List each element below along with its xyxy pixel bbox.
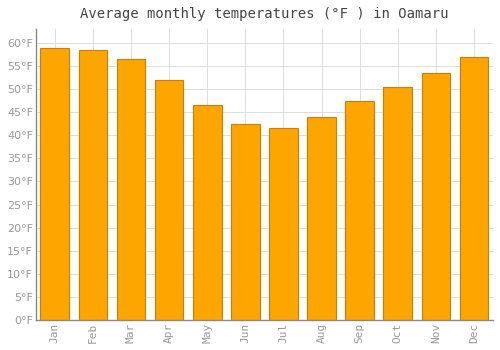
Bar [346,101,374,320]
Bar [269,128,298,320]
Bar [78,50,107,320]
Bar [231,124,260,320]
Title: Average monthly temperatures (°F ) in Oamaru: Average monthly temperatures (°F ) in Oa… [80,7,448,21]
Bar [40,48,69,320]
Bar [155,80,184,320]
Bar [460,57,488,320]
Bar [384,87,412,320]
Bar [116,59,146,320]
Bar [193,105,222,320]
Bar [308,117,336,320]
Bar [422,73,450,320]
